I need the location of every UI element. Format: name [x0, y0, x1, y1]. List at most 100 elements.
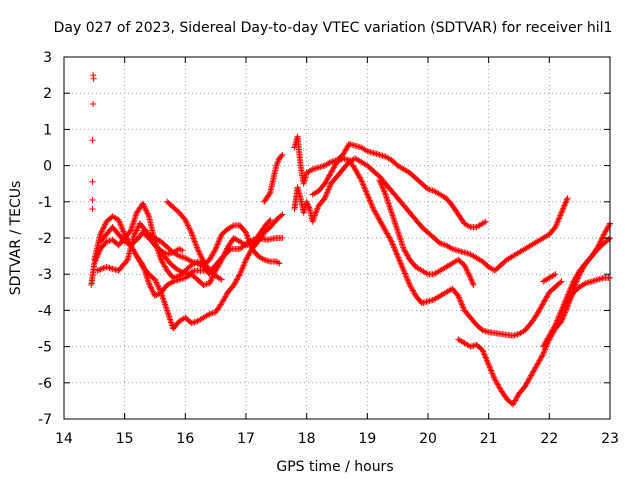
data-point-plus [147, 283, 154, 290]
data-point-plus [563, 306, 570, 313]
data-point-plus [222, 248, 229, 255]
data-point-plus [192, 241, 199, 248]
data-point-plus [395, 229, 402, 236]
x-tick-label: 16 [176, 431, 194, 447]
data-point-plus [117, 221, 124, 228]
data-point-plus [483, 355, 490, 362]
data-point-plus [483, 357, 490, 364]
data-point-plus [568, 284, 575, 291]
data-point-plus [485, 361, 492, 368]
data-point-plus [360, 181, 367, 188]
data-point-plus [216, 235, 223, 242]
data-point-plus [394, 253, 401, 260]
data-point-plus [557, 310, 564, 317]
data-point-plus [566, 287, 573, 294]
data-point-plus [273, 162, 280, 169]
data-point-plus [206, 280, 213, 287]
data-point-plus [553, 222, 560, 229]
data-point-plus [481, 351, 488, 358]
data-point-plus [266, 218, 273, 225]
data-point-plus [240, 262, 247, 269]
data-point-plus [376, 177, 383, 184]
data-point-plus [213, 244, 220, 251]
data-point-plus [208, 276, 215, 283]
y-tick-label: 1 [43, 122, 52, 138]
data-point-plus [142, 206, 149, 213]
data-point-plus [393, 223, 400, 230]
data-point-plus [464, 269, 471, 276]
data-point-plus [462, 263, 469, 270]
data-point-plus [367, 200, 374, 207]
data-point-plus [482, 218, 489, 225]
data-point-plus [118, 222, 125, 229]
data-point-plus [144, 210, 151, 217]
data-point-plus [192, 239, 199, 246]
data-point-plus [326, 183, 333, 190]
data-point-plus [237, 269, 244, 276]
data-point-plus [236, 272, 243, 279]
data-point-plus [392, 248, 399, 255]
data-point-plus [394, 226, 401, 233]
data-point-plus [562, 199, 569, 206]
data-point-plus [148, 285, 155, 292]
data-point-plus [323, 192, 330, 199]
data-point-plus [266, 191, 273, 198]
y-tick-label: -2 [38, 231, 52, 247]
data-point-plus [276, 260, 283, 267]
data-point-plus [395, 230, 402, 237]
data-point-plus [154, 282, 161, 289]
data-point-plus [199, 255, 206, 262]
data-point-plus [152, 278, 159, 285]
data-point-plus [90, 75, 97, 82]
data-point-plus [275, 158, 282, 165]
data-point-plus [153, 279, 160, 286]
data-point-plus [377, 178, 384, 185]
data-point-plus [195, 247, 202, 254]
data-point-plus [279, 151, 286, 158]
data-point-plus [121, 229, 128, 236]
data-point-plus [464, 267, 471, 274]
data-point-plus [563, 198, 570, 205]
data-point-plus [130, 218, 137, 225]
data-point-plus [305, 203, 312, 210]
data-point-plus [479, 347, 486, 354]
data-point-plus [243, 231, 250, 238]
data-point-plus [554, 316, 561, 323]
data-point-plus [557, 212, 564, 219]
data-point-plus [141, 203, 148, 210]
data-point-plus [366, 195, 373, 202]
data-point-plus [326, 185, 333, 192]
data-point-plus [569, 281, 576, 288]
grid-layer [64, 57, 610, 419]
data-point-plus [377, 179, 384, 186]
data-point-plus [457, 298, 464, 305]
data-point-plus [398, 239, 405, 246]
data-point-plus [324, 189, 331, 196]
data-point-plus [557, 211, 564, 218]
data-point-plus [391, 244, 398, 251]
data-point-plus [562, 200, 569, 207]
chart-title: Day 027 of 2023, Sidereal Day-to-day VTE… [54, 20, 613, 36]
x-axis-label: GPS time / hours [276, 459, 393, 475]
data-point-plus [554, 317, 561, 324]
data-point-plus [154, 280, 161, 287]
data-point-plus [569, 279, 576, 286]
data-point-plus [143, 209, 150, 216]
data-point-plus [164, 308, 171, 315]
data-point-plus [116, 219, 123, 226]
y-tick-label: -7 [38, 412, 52, 428]
data-point-plus [131, 231, 138, 238]
data-point-plus [162, 302, 169, 309]
data-point-plus [324, 187, 331, 194]
data-point-plus [129, 221, 136, 228]
data-point-plus [219, 255, 226, 262]
data-point-plus [559, 206, 566, 213]
data-point-plus [358, 177, 365, 184]
data-point-plus [89, 206, 96, 213]
data-point-plus [466, 273, 473, 280]
data-point-plus [216, 237, 223, 244]
data-point-plus [390, 215, 397, 222]
data-point-plus [188, 229, 195, 236]
data-point-plus [561, 202, 568, 209]
series-track-j [291, 155, 571, 274]
